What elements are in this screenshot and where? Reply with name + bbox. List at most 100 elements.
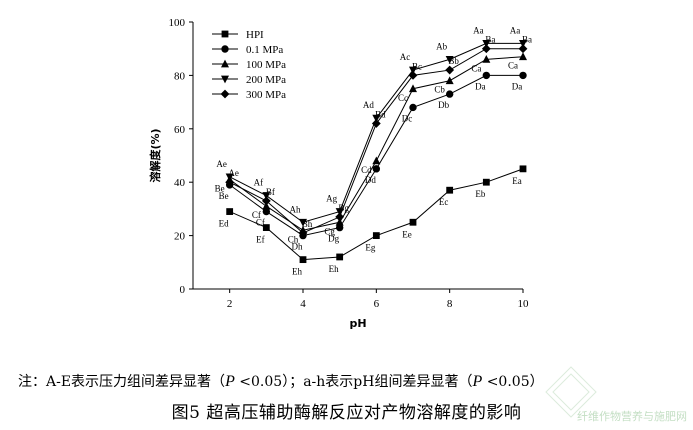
data-point bbox=[481, 44, 491, 54]
data-point bbox=[409, 218, 417, 226]
data-point bbox=[298, 228, 308, 238]
data-point bbox=[299, 256, 307, 264]
legend-label: 100 MPa bbox=[246, 59, 286, 71]
data-point bbox=[262, 201, 271, 210]
legend-marker bbox=[220, 89, 230, 99]
data-point bbox=[372, 114, 381, 123]
data-label: Bb bbox=[448, 56, 459, 66]
data-point bbox=[262, 207, 271, 216]
data-point bbox=[261, 196, 271, 206]
data-point bbox=[262, 224, 270, 231]
data-label: Cg bbox=[324, 226, 335, 236]
data-label: Ca bbox=[471, 63, 481, 73]
data-point bbox=[519, 39, 527, 48]
legend-entry: 300 MPa bbox=[212, 89, 286, 101]
data-label: Db bbox=[438, 100, 449, 110]
data-label: Bg bbox=[338, 203, 349, 213]
series-hpi bbox=[226, 165, 527, 264]
x-tick-label: 10 bbox=[518, 298, 530, 310]
data-point bbox=[335, 217, 344, 226]
legend-label: 200 MPa bbox=[246, 74, 286, 86]
data-point bbox=[335, 208, 344, 216]
data-point bbox=[445, 55, 454, 64]
data-label: Ae bbox=[228, 168, 239, 178]
data-label: Af bbox=[254, 178, 264, 188]
x-tick-label: 4 bbox=[300, 298, 306, 310]
legend-marker bbox=[221, 59, 229, 68]
legend-entry: 200 MPa bbox=[212, 74, 286, 86]
data-point bbox=[299, 218, 307, 227]
data-point bbox=[519, 71, 527, 80]
data-label: Be bbox=[219, 191, 229, 201]
data-point bbox=[225, 177, 235, 187]
chart-annotations: Ed Ef Eh Eh Eg Ee Ec Eb Ea Be Cf Dh Dg Dd Dc Db Da Da Be Cf… bbox=[215, 25, 532, 276]
x-tick-label: 2 bbox=[227, 298, 233, 310]
legend-label: 300 MPa bbox=[246, 89, 286, 101]
data-point bbox=[409, 66, 417, 75]
data-point bbox=[518, 44, 528, 54]
data-label: Ca bbox=[508, 61, 518, 71]
legend-marker bbox=[221, 45, 229, 53]
data-label: Eg bbox=[365, 243, 375, 253]
data-point bbox=[446, 186, 454, 194]
data-label: Eh bbox=[292, 267, 302, 277]
note-suffix: <0.05） bbox=[482, 374, 544, 390]
data-label: Eh bbox=[329, 264, 339, 274]
series-0-1-mpa bbox=[225, 71, 527, 240]
data-point bbox=[519, 52, 527, 61]
data-label: Aa bbox=[510, 25, 521, 35]
data-label: Ef bbox=[256, 235, 265, 245]
legend-label: 0.1 MPa bbox=[246, 44, 283, 56]
data-label: Eb bbox=[475, 189, 485, 199]
x-axis-title: pH bbox=[349, 317, 366, 330]
data-label: Bf bbox=[266, 187, 275, 197]
series-100-mpa bbox=[225, 52, 527, 234]
data-label: Cf bbox=[252, 210, 261, 220]
data-point bbox=[371, 119, 381, 128]
data-label: Dg bbox=[328, 234, 339, 244]
data-point bbox=[335, 212, 345, 222]
data-label: Ac bbox=[400, 52, 411, 62]
data-point bbox=[335, 223, 344, 232]
data-label: Ec bbox=[439, 197, 449, 207]
data-label: Be bbox=[215, 184, 225, 194]
data-label: Da bbox=[475, 81, 486, 91]
data-label: Cd bbox=[361, 165, 372, 175]
note-mid: <0.05）；a-h表示pH组间差异显著（ bbox=[234, 374, 473, 390]
data-label: Ch bbox=[288, 234, 299, 244]
data-label: Ee bbox=[402, 229, 412, 239]
data-label: Bh bbox=[302, 219, 313, 229]
data-label: Cc bbox=[398, 93, 408, 103]
y-tick-label: 0 bbox=[180, 284, 186, 296]
legend-entry: 0.1 MPa bbox=[212, 44, 283, 56]
data-point bbox=[372, 232, 380, 239]
data-point bbox=[482, 54, 491, 63]
data-label: Ag bbox=[326, 194, 337, 204]
data-point bbox=[482, 71, 491, 80]
data-point bbox=[445, 90, 454, 98]
data-label: Dc bbox=[402, 113, 413, 123]
series-300-mpa bbox=[225, 44, 528, 238]
legend-marker bbox=[221, 75, 229, 84]
legend-label: HPI bbox=[246, 29, 264, 41]
y-tick-label: 40 bbox=[174, 177, 186, 189]
data-point bbox=[408, 71, 418, 80]
data-label: Ba bbox=[522, 35, 532, 45]
note-p-symbol-2: P bbox=[472, 373, 483, 390]
y-tick-label: 60 bbox=[174, 124, 186, 136]
data-label: Aa bbox=[473, 25, 484, 35]
note-p-symbol-1: P bbox=[225, 373, 235, 390]
y-tick-label: 80 bbox=[174, 70, 186, 82]
y-tick-label: 100 bbox=[169, 17, 186, 29]
data-point bbox=[445, 76, 454, 85]
x-tick-label: 8 bbox=[447, 298, 453, 310]
figure-caption: 图5 超高压辅助酶解反应对产物溶解度的影响 bbox=[171, 403, 522, 423]
data-point bbox=[445, 65, 455, 75]
data-point bbox=[409, 84, 417, 93]
data-point bbox=[372, 165, 381, 173]
legend-entry: HPI bbox=[212, 29, 264, 41]
legend-entry: 100 MPa bbox=[212, 59, 286, 71]
data-label: Ed bbox=[219, 219, 229, 229]
data-label: Bd bbox=[375, 109, 386, 119]
